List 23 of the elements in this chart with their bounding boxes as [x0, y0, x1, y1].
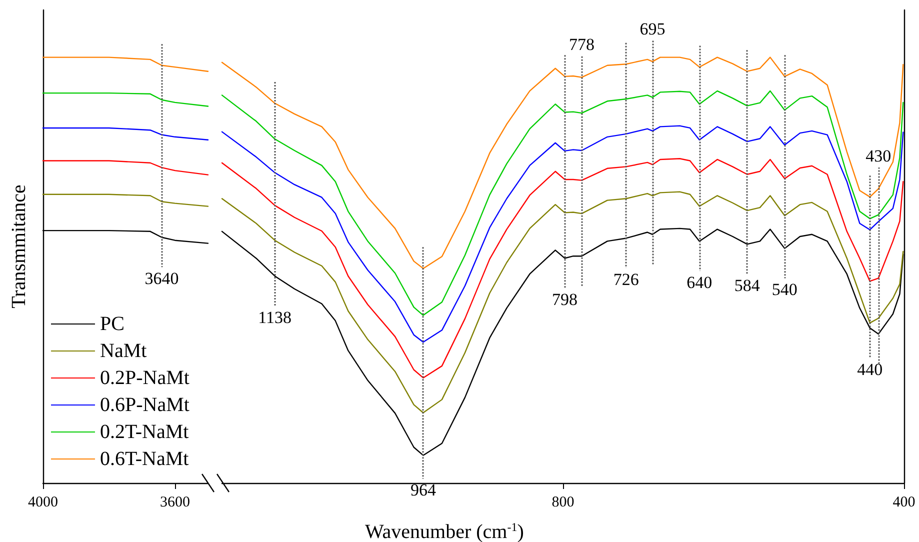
legend-label: 0.2T-NaMt — [100, 421, 190, 443]
ref-line-label: 540 — [772, 280, 798, 300]
legend-label: NaMt — [100, 340, 148, 362]
legend-label: 0.2P-NaMt — [100, 367, 190, 389]
legend-label: 0.6T-NaMt — [100, 448, 190, 470]
ref-line-label: 778 — [569, 35, 595, 54]
x-tick-label: 400 — [892, 494, 916, 510]
ref-line-label: 440 — [857, 360, 883, 379]
ref-line-label: 584 — [734, 276, 760, 295]
ref-line-label: 1138 — [258, 308, 292, 327]
x-tick-label: 3600 — [160, 494, 190, 510]
x-tick-label: 800 — [552, 494, 574, 510]
x-tick-label: 4000 — [28, 494, 58, 510]
legend-label: PC — [100, 313, 124, 335]
ref-line-label: 640 — [686, 273, 712, 292]
ref-line-label: 3640 — [144, 269, 179, 288]
ref-line-label: 726 — [613, 270, 639, 290]
legend-label: 0.6P-NaMt — [100, 394, 190, 416]
ref-line-label: 964 — [410, 480, 436, 500]
y-axis-title: Transmmitance — [8, 184, 30, 308]
ref-line-label: 695 — [640, 19, 666, 38]
ref-line-label: 430 — [866, 146, 892, 166]
ref-line-label: 798 — [552, 290, 578, 310]
